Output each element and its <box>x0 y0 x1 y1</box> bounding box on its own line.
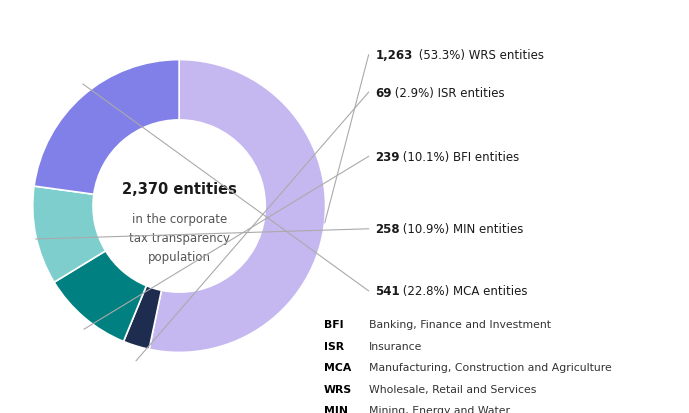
Text: (2.9%) ISR entities: (2.9%) ISR entities <box>391 86 505 100</box>
Text: 1,263: 1,263 <box>376 49 413 62</box>
Text: 258: 258 <box>376 223 400 236</box>
Text: WRS: WRS <box>324 384 352 394</box>
Text: Manufacturing, Construction and Agriculture: Manufacturing, Construction and Agricult… <box>369 362 611 372</box>
Text: (22.8%) MCA entities: (22.8%) MCA entities <box>400 285 528 298</box>
Text: 69: 69 <box>376 86 392 100</box>
Wedge shape <box>34 60 179 195</box>
Text: 2,370 entities: 2,370 entities <box>122 182 236 197</box>
Text: Banking, Finance and Investment: Banking, Finance and Investment <box>369 319 551 329</box>
Text: ISR: ISR <box>324 341 344 351</box>
Text: (10.9%) MIN entities: (10.9%) MIN entities <box>400 223 524 236</box>
Wedge shape <box>54 251 147 342</box>
Text: Insurance: Insurance <box>369 341 422 351</box>
Text: Wholesale, Retail and Services: Wholesale, Retail and Services <box>369 384 536 394</box>
Text: 541: 541 <box>376 285 400 298</box>
Wedge shape <box>123 286 161 349</box>
Text: (53.3%) WRS entities: (53.3%) WRS entities <box>415 49 544 62</box>
Text: MCA: MCA <box>324 362 351 372</box>
Text: 239: 239 <box>376 150 400 164</box>
Text: BFI: BFI <box>324 319 343 329</box>
Wedge shape <box>149 60 325 353</box>
Text: (10.1%) BFI entities: (10.1%) BFI entities <box>400 150 520 164</box>
Wedge shape <box>33 187 105 282</box>
Text: Mining, Energy and Water: Mining, Energy and Water <box>369 405 510 413</box>
Text: in the corporate
tax transparency
population: in the corporate tax transparency popula… <box>129 212 229 263</box>
Text: MIN: MIN <box>324 405 348 413</box>
